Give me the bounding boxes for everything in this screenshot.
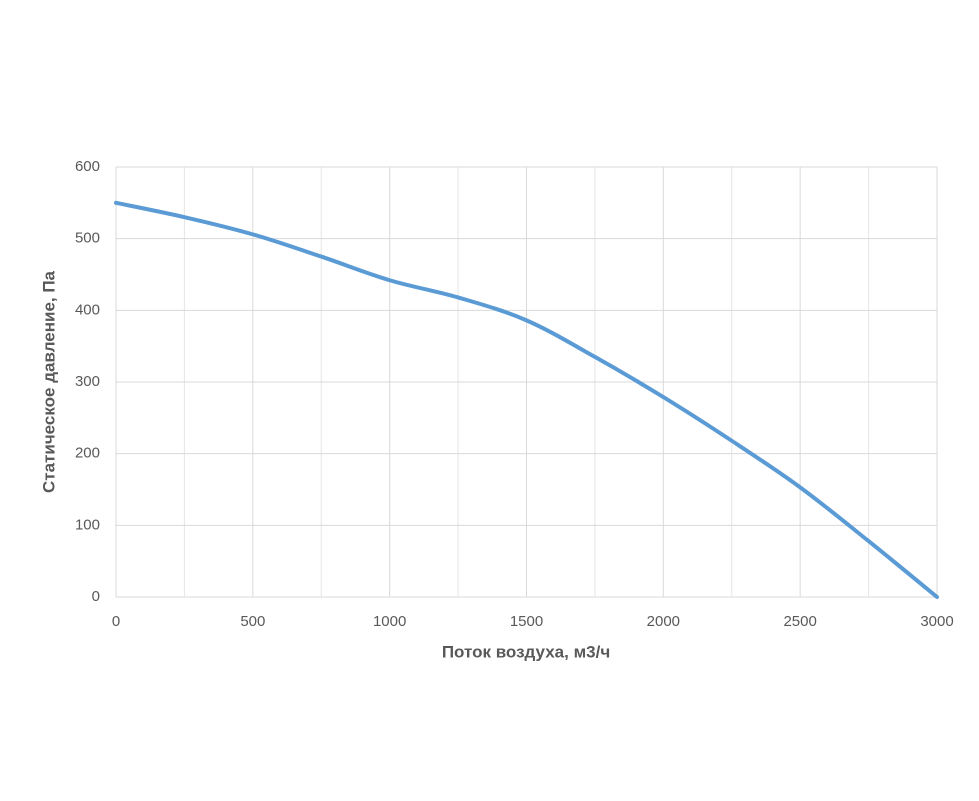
x-tick-label: 3000 (920, 613, 953, 630)
y-tick-label: 600 (75, 158, 100, 175)
x-tick-label: 1000 (373, 613, 406, 630)
y-tick-label: 100 (75, 516, 100, 533)
y-tick-label: 500 (75, 230, 100, 247)
y-tick-label: 300 (75, 373, 100, 390)
x-tick-label: 0 (112, 613, 120, 630)
y-tick-label: 0 (92, 588, 100, 605)
x-tick-label: 2000 (647, 613, 680, 630)
x-tick-label: 500 (240, 613, 265, 630)
y-tick-label: 400 (75, 301, 100, 318)
y-tick-label: 200 (75, 445, 100, 462)
y-axis-title: Статическое давление, Па (39, 270, 58, 493)
data-line (114, 200, 939, 599)
x-tick-label: 2500 (783, 613, 816, 630)
x-axis-title: Поток воздуха, м3/ч (442, 642, 610, 661)
x-tick-label: 1500 (510, 613, 543, 630)
